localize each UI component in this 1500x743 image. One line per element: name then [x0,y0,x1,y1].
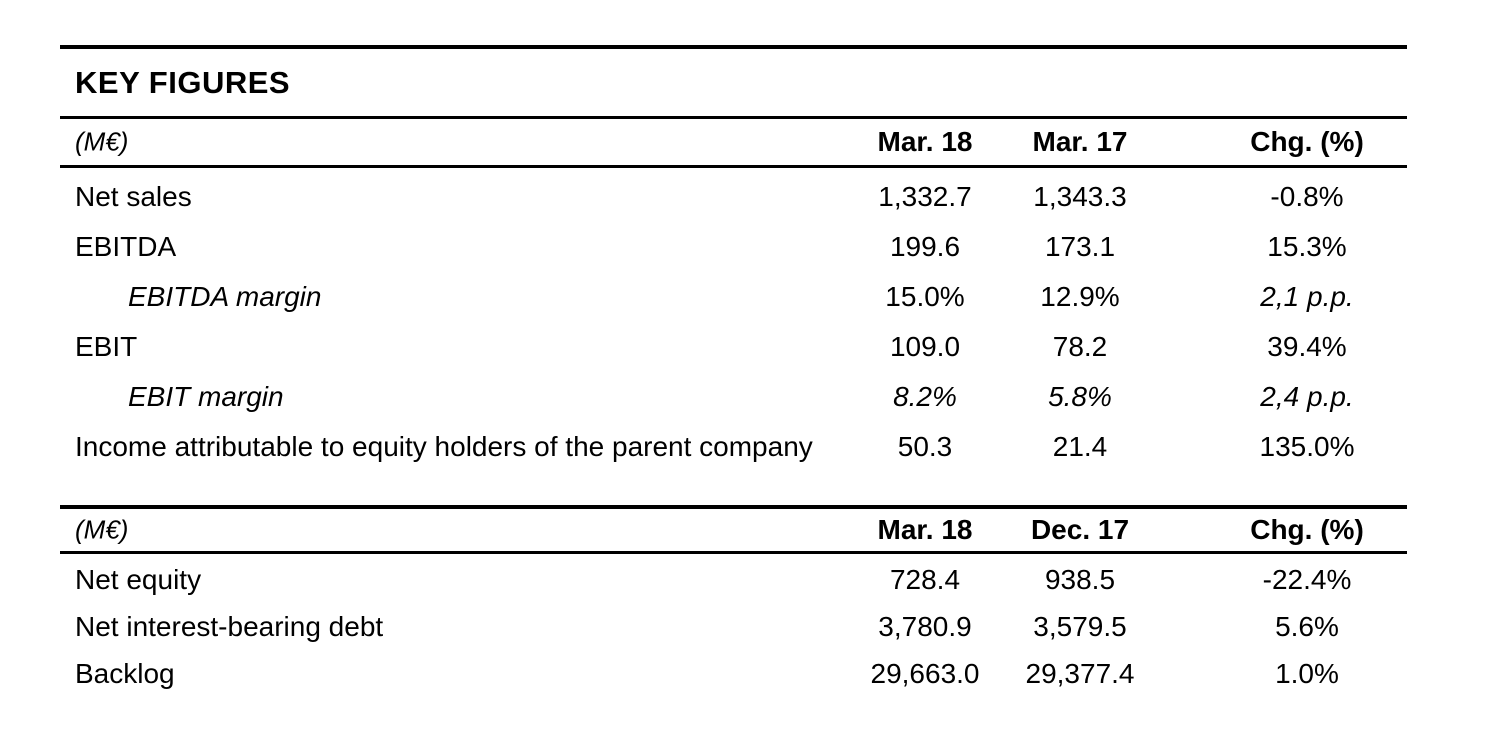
table1-top-rule [60,116,1407,119]
row-label: Income attributable to equity holders of… [75,431,813,462]
row-label: EBITDA [75,231,177,262]
row-label: EBITDA margin [128,281,322,312]
row-label: Net equity [75,563,202,595]
table-row-backlog: Backlog 29,663.0 29,377.4 1.0% [60,650,1407,697]
row-value-mar18: 728.4 [889,563,961,595]
row-label: Net interest-bearing debt [75,610,384,642]
row-value-chg: -0.8% [1270,181,1344,212]
row-value-mar17: 78.2 [1052,331,1108,362]
row-label: Net sales [75,181,192,212]
table-row-income-attributable: Income attributable to equity holders of… [60,422,1407,472]
row-label: EBIT [75,331,138,362]
table2-header-row: (M€) Mar. 18 Dec. 17 Chg. (%) [60,509,1407,551]
row-value-mar18: 50.3 [897,431,953,462]
row-value-chg: 135.0% [1259,431,1355,462]
row-value-mar18: 15.0% [885,281,965,312]
row-value-mar17: 5.8% [1048,381,1112,412]
table1-unit-label: (M€) [75,126,129,157]
table1-header-rule [60,165,1407,168]
table-row-ebit-margin: EBIT margin 8.2% 5.8% 2,4 p.p. [60,372,1407,422]
table-row-ebit: EBIT 109.0 78.2 39.4% [60,322,1407,372]
row-value-chg: 2,1 p.p. [1260,281,1354,312]
table-row-net-equity: Net equity 728.4 938.5 -22.4% [60,556,1407,603]
row-label: EBIT margin [128,381,284,412]
table2-body: Net equity 728.4 938.5 -22.4% Net intere… [60,554,1407,697]
row-value-chg: 2,4 p.p. [1260,381,1354,412]
table1-body: Net sales 1,332.7 1,343.3 -0.8% EBITDA 1… [60,168,1407,472]
top-rule [60,45,1407,49]
key-figures-document: KEY FIGURES (M€) Mar. 18 Mar. 17 Chg. (%… [60,0,1407,697]
table1-column-header-chg: Chg. (%) [1250,126,1364,157]
table-gap [60,472,1407,505]
page-title: KEY FIGURES [75,64,291,100]
table2-column-header-mar18: Mar. 18 [877,514,973,545]
table2-column-header-dec17: Dec. 17 [1030,514,1130,545]
row-value-mar18: 109.0 [889,331,961,362]
table-row-net-sales: Net sales 1,332.7 1,343.3 -0.8% [60,172,1407,222]
row-value-dec17: 3,579.5 [1033,610,1127,642]
row-value-chg: 1.0% [1275,657,1339,689]
title-block: KEY FIGURES [60,49,1407,116]
row-value-mar18: 199.6 [889,231,961,262]
row-value-mar17: 173.1 [1044,231,1116,262]
table1-column-header-mar17: Mar. 17 [1032,126,1128,157]
row-value-mar17: 21.4 [1052,431,1108,462]
row-value-mar17: 12.9% [1040,281,1120,312]
table1-column-header-mar18: Mar. 18 [877,126,973,157]
row-value-chg: 5.6% [1275,610,1339,642]
row-value-chg: 39.4% [1267,331,1347,362]
row-label: Backlog [75,657,175,689]
table-row-ebitda-margin: EBITDA margin 15.0% 12.9% 2,1 p.p. [60,272,1407,322]
row-value-mar17: 1,343.3 [1033,181,1127,212]
table2-top-rule [60,505,1407,509]
table2-column-header-chg: Chg. (%) [1250,514,1364,545]
row-value-dec17: 938.5 [1044,563,1116,595]
row-value-chg: -22.4% [1262,563,1352,595]
table-row-net-interest-bearing-debt: Net interest-bearing debt 3,780.9 3,579.… [60,603,1407,650]
row-value-mar18: 3,780.9 [878,610,972,642]
row-value-mar18: 8.2% [893,381,957,412]
table1-header-row: (M€) Mar. 18 Mar. 17 Chg. (%) [60,119,1407,165]
row-value-dec17: 29,377.4 [1025,657,1135,689]
table2-unit-label: (M€) [75,514,129,545]
row-value-mar18: 29,663.0 [870,657,980,689]
table-row-ebitda: EBITDA 199.6 173.1 15.3% [60,222,1407,272]
row-value-mar18: 1,332.7 [878,181,972,212]
row-value-chg: 15.3% [1267,231,1347,262]
table2-header-rule [60,551,1407,554]
